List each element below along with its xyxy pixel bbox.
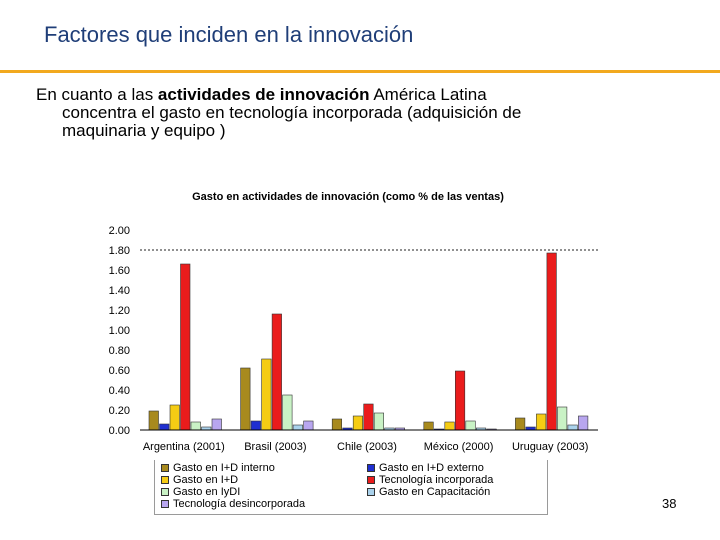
bar xyxy=(169,404,180,431)
legend-swatch xyxy=(367,488,375,496)
innovation-spending-chart: Gasto en actividades de innovación (como… xyxy=(109,191,598,453)
body-text-line-2: concentra el gasto en tecnología incorpo… xyxy=(62,103,522,122)
chart-title: Gasto en actividades de innovación (como… xyxy=(192,191,504,203)
legend-label: Gasto en IyDI xyxy=(173,486,241,498)
legend-swatch xyxy=(161,476,169,484)
body-text-bold: actividades de innovación xyxy=(157,85,370,104)
body-text-end: América Latina xyxy=(369,85,487,104)
legend-item: Gasto en I+D interno xyxy=(161,462,275,474)
bar xyxy=(536,413,547,431)
bar xyxy=(159,423,170,431)
bar xyxy=(373,412,385,431)
title-divider xyxy=(0,70,720,73)
body-text-start: En cuanto a las xyxy=(36,85,158,104)
legend-item: Gasto en Capacitación xyxy=(367,486,490,498)
chart-legend: Gasto en I+D interno Gasto en I+D externo… xyxy=(154,460,548,515)
bar xyxy=(454,370,466,431)
y-tick-label: 0.00 xyxy=(109,425,130,437)
legend-swatch xyxy=(161,488,169,496)
legend-item: Gasto en IyDI xyxy=(161,486,240,498)
y-tick-label: 1.80 xyxy=(109,245,130,257)
legend-label: Gasto en Capacitación xyxy=(379,486,491,498)
y-tick-label: 1.00 xyxy=(109,325,130,337)
x-category-label: México (2000) xyxy=(424,441,494,453)
legend-label: Gasto en I+D xyxy=(173,474,239,486)
bar xyxy=(515,417,526,431)
slide-title: Factores que inciden en la innovación xyxy=(44,22,414,47)
x-category-label: Chile (2003) xyxy=(337,441,397,453)
bar xyxy=(292,424,303,431)
bar xyxy=(546,252,557,431)
bar xyxy=(363,403,374,431)
legend-label: Gasto en I+D interno xyxy=(173,462,275,474)
bar xyxy=(578,415,589,431)
bar xyxy=(250,420,261,431)
x-category-label: Argentina (2001) xyxy=(143,441,225,453)
y-tick-label: 1.60 xyxy=(109,265,130,277)
legend-item: Tecnología incorporada xyxy=(367,474,493,486)
bar xyxy=(567,424,578,431)
bar xyxy=(261,358,272,431)
y-tick-label: 1.20 xyxy=(109,305,130,317)
bar xyxy=(557,406,568,431)
bar xyxy=(331,418,342,431)
legend-label: Tecnología desincorporada xyxy=(173,498,306,510)
legend-item: Gasto en I+D xyxy=(161,474,238,486)
bar xyxy=(271,313,282,431)
bar xyxy=(180,263,191,431)
page-number: 38 xyxy=(662,496,677,511)
y-tick-label: 0.60 xyxy=(109,365,130,377)
legend-swatch xyxy=(161,500,169,508)
x-category-label: Brasil (2003) xyxy=(244,441,306,453)
body-paragraph: En cuanto a las actividades de innovació… xyxy=(36,86,676,140)
legend-swatch xyxy=(367,476,375,484)
y-tick-label: 0.40 xyxy=(109,385,130,397)
bar xyxy=(211,418,222,431)
bar xyxy=(303,420,314,431)
bar xyxy=(352,415,363,431)
bar xyxy=(423,421,434,431)
bar xyxy=(444,421,455,431)
bar xyxy=(148,410,159,431)
legend-swatch xyxy=(161,464,169,472)
y-tick-label: 1.40 xyxy=(109,285,130,297)
legend-label: Gasto en I+D externo xyxy=(379,462,484,474)
legend-item: Gasto en I+D externo xyxy=(367,462,484,474)
y-tick-label: 2.00 xyxy=(109,225,130,237)
x-category-label: Uruguay (2003) xyxy=(512,441,588,453)
y-tick-label: 0.20 xyxy=(109,405,130,417)
bar xyxy=(240,367,251,431)
y-tick-label: 0.80 xyxy=(109,345,130,357)
body-text-line-3: maquinaria y equipo ) xyxy=(62,121,226,140)
legend-item: Tecnología desincorporada xyxy=(161,498,305,510)
legend-swatch xyxy=(367,464,375,472)
bar xyxy=(190,421,201,431)
legend-label: Tecnología incorporada xyxy=(379,474,494,486)
bar xyxy=(282,394,293,431)
bar xyxy=(465,420,476,431)
